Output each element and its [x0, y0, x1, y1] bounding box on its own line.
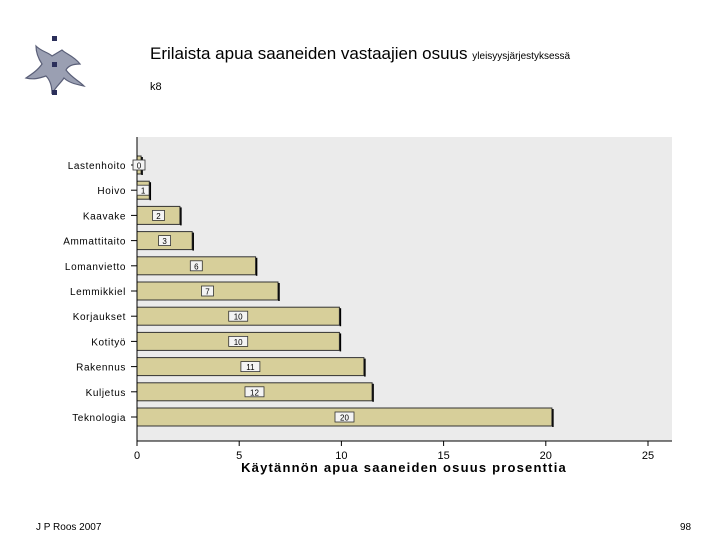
data-label: 3 — [162, 237, 167, 246]
data-label: 10 — [234, 338, 243, 347]
page-number: 98 — [680, 522, 692, 533]
slide-title: Erilaista apua saaneiden vastaajien osuu… — [150, 44, 570, 64]
x-tick-label: 0 — [134, 450, 140, 462]
data-label-box — [201, 285, 214, 297]
footer-author: J P Roos 2007 — [36, 522, 102, 533]
category-label: Ammattitaito — [63, 237, 126, 248]
category-label: Hoivo — [97, 186, 126, 197]
data-label: 2 — [156, 212, 161, 221]
data-label: 6 — [194, 262, 199, 271]
x-tick-label: 10 — [335, 450, 347, 462]
category-label: Rakennus — [76, 363, 126, 374]
data-label: 12 — [250, 388, 259, 397]
x-tick-label: 20 — [540, 450, 552, 462]
category-label: Teknologia — [72, 413, 126, 424]
data-label-box — [158, 235, 172, 247]
x-tick-label: 5 — [236, 450, 242, 462]
data-label-box — [244, 386, 265, 398]
category-label: Lastenhoito — [68, 161, 126, 172]
category-label: Korjaukset — [73, 312, 126, 323]
data-label-box — [136, 184, 150, 196]
category-label: Kotityö — [91, 337, 126, 348]
category-label: Kuljetus — [86, 388, 126, 399]
data-label-box — [132, 159, 146, 171]
data-label-box — [228, 335, 249, 347]
title-main: Erilaista apua saaneiden vastaajien osuu… — [150, 44, 468, 63]
data-label-box — [152, 209, 165, 221]
data-label-box — [228, 310, 249, 322]
data-label: 11 — [246, 363, 255, 372]
category-label: Lemmikkiel — [70, 287, 126, 298]
data-label-box — [334, 411, 355, 423]
x-tick-label: 25 — [642, 450, 654, 462]
category-label: Lomanvietto — [65, 262, 126, 273]
data-label-box — [240, 361, 261, 373]
university-logo-icon — [24, 36, 86, 95]
category-label: Kaavake — [83, 211, 126, 222]
data-label: 20 — [340, 414, 349, 423]
data-label: 0 — [137, 162, 142, 171]
title-small: yleisyysjärjestyksessä — [472, 51, 571, 62]
x-tick-label: 15 — [437, 450, 449, 462]
data-label: 10 — [234, 313, 243, 322]
data-label: 7 — [205, 288, 210, 297]
data-label: 1 — [141, 187, 146, 196]
data-label-box — [189, 260, 203, 272]
slide-subtitle: k8 — [150, 81, 162, 93]
x-axis-title: Käytännön apua saaneiden osuus prosentti… — [241, 460, 567, 475]
